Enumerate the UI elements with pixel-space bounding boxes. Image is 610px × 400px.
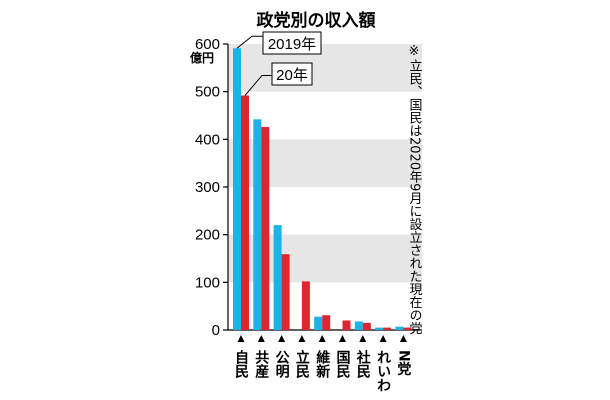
category-marker-2 <box>278 335 286 342</box>
category-marker-0 <box>237 335 245 342</box>
chart-title: 政党別の収入額 <box>257 10 376 31</box>
y-tick-label-500: 500 <box>195 84 220 101</box>
bar-0-2 <box>273 225 282 330</box>
y-tick-label-200: 200 <box>195 227 220 244</box>
bar-1-8 <box>403 327 412 330</box>
bar-0-1 <box>253 119 262 331</box>
bar-0-6 <box>354 321 363 330</box>
bar-1-5 <box>342 320 351 330</box>
category-marker-4 <box>318 335 326 342</box>
category-label-5: 国民 <box>335 350 351 379</box>
category-marker-1 <box>257 335 265 342</box>
category-label-8: N党 <box>395 350 411 377</box>
category-label-6: 社民 <box>355 349 372 379</box>
y-tick-label-300: 300 <box>195 179 220 196</box>
legend-leader-20 <box>244 74 272 96</box>
y-unit-label: 億円 <box>190 50 214 65</box>
bar-1-1 <box>261 126 270 330</box>
legend-box-20 <box>271 62 313 86</box>
bar-0-8 <box>395 326 404 330</box>
grid-band-2 <box>228 44 422 92</box>
category-marker-3 <box>298 335 306 342</box>
category-marker-8 <box>399 335 407 342</box>
bar-0-0 <box>233 48 241 330</box>
category-marker-7 <box>379 335 387 342</box>
bar-1-2 <box>281 254 290 330</box>
bar-1-4 <box>322 315 331 330</box>
legend-label-2019: 2019年 <box>268 36 316 53</box>
legend: 2019年 20年 <box>236 31 322 96</box>
category-marker-6 <box>359 335 367 342</box>
y-tick-label-600: 600 <box>195 36 220 53</box>
bar-1-0 <box>241 95 249 330</box>
y-tick-label-400: 400 <box>195 131 220 148</box>
category-label-3: 立民 <box>294 349 310 379</box>
bar-1-6 <box>362 322 371 330</box>
category-label-4: 維新 <box>314 349 330 379</box>
category-marker-5 <box>339 335 346 342</box>
bar-1-7 <box>383 327 392 330</box>
footnote: ※立民、国民は2020年9月に設立された現在の党 <box>407 44 423 336</box>
legend-label-20: 20年 <box>276 67 308 84</box>
legend-box-2019 <box>262 31 322 55</box>
legend-leader-2019 <box>236 35 263 49</box>
bar-0-4 <box>314 316 323 330</box>
y-tick-label-100: 100 <box>195 274 220 291</box>
bars <box>233 48 412 331</box>
category-label-0: 自民 <box>233 349 249 379</box>
category-label-2: 公明 <box>274 350 290 379</box>
bar-1-3 <box>301 281 310 330</box>
bar-0-7 <box>375 327 384 330</box>
category-label-7: れいわ <box>375 350 391 392</box>
category-label-1: 共産 <box>253 349 269 379</box>
y-tick-label-0: 0 <box>212 322 220 339</box>
category-labels: 自民 共産 公明 立民 維新 国民 社民 れいわ N党 <box>233 335 411 392</box>
